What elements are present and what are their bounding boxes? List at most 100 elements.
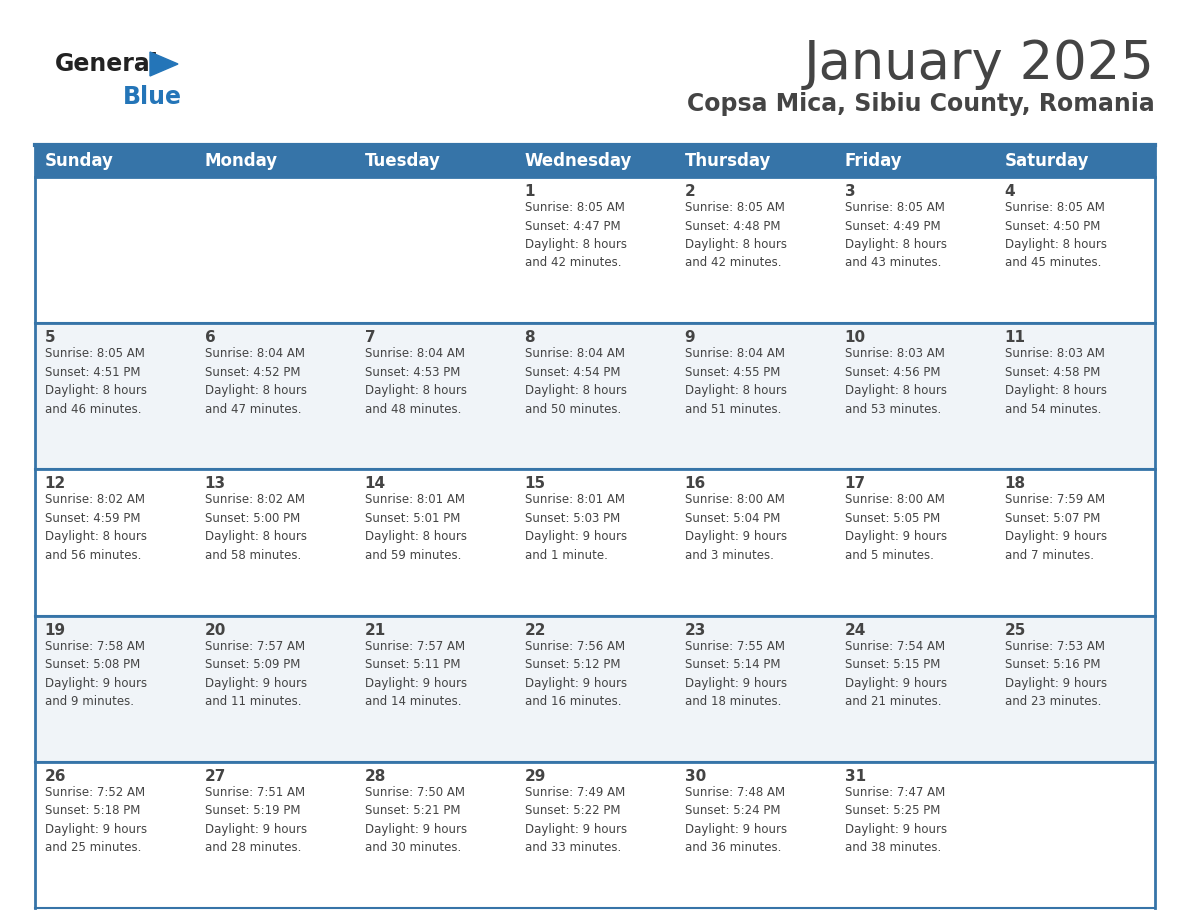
Bar	[675, 323, 835, 469]
Bar	[516, 323, 675, 469]
Bar	[195, 145, 355, 177]
Text: Sunrise: 7:49 AM
Sunset: 5:22 PM
Daylight: 9 hours
and 33 minutes.: Sunrise: 7:49 AM Sunset: 5:22 PM Dayligh…	[525, 786, 627, 855]
Bar	[355, 616, 516, 762]
Text: Sunrise: 7:53 AM
Sunset: 5:16 PM
Daylight: 9 hours
and 23 minutes.: Sunrise: 7:53 AM Sunset: 5:16 PM Dayligh…	[1005, 640, 1107, 708]
Bar	[34, 145, 195, 177]
Text: 15: 15	[525, 476, 545, 491]
Text: 23: 23	[684, 622, 706, 638]
Bar	[34, 616, 195, 762]
Text: Sunrise: 8:05 AM
Sunset: 4:50 PM
Daylight: 8 hours
and 45 minutes.: Sunrise: 8:05 AM Sunset: 4:50 PM Dayligh…	[1005, 201, 1106, 270]
Bar	[835, 177, 996, 323]
Text: 28: 28	[365, 768, 386, 784]
Text: 31: 31	[845, 768, 866, 784]
Text: 20: 20	[204, 622, 226, 638]
Text: Sunrise: 8:05 AM
Sunset: 4:49 PM
Daylight: 8 hours
and 43 minutes.: Sunrise: 8:05 AM Sunset: 4:49 PM Dayligh…	[845, 201, 947, 270]
Text: Sunrise: 7:54 AM
Sunset: 5:15 PM
Daylight: 9 hours
and 21 minutes.: Sunrise: 7:54 AM Sunset: 5:15 PM Dayligh…	[845, 640, 947, 708]
Text: Sunrise: 7:56 AM
Sunset: 5:12 PM
Daylight: 9 hours
and 16 minutes.: Sunrise: 7:56 AM Sunset: 5:12 PM Dayligh…	[525, 640, 627, 708]
Text: 4: 4	[1005, 184, 1016, 199]
Text: Sunrise: 7:50 AM
Sunset: 5:21 PM
Daylight: 9 hours
and 30 minutes.: Sunrise: 7:50 AM Sunset: 5:21 PM Dayligh…	[365, 786, 467, 855]
Text: 27: 27	[204, 768, 226, 784]
Text: Sunrise: 8:01 AM
Sunset: 5:03 PM
Daylight: 9 hours
and 1 minute.: Sunrise: 8:01 AM Sunset: 5:03 PM Dayligh…	[525, 493, 627, 562]
Bar	[355, 469, 516, 616]
Text: Sunrise: 7:48 AM
Sunset: 5:24 PM
Daylight: 9 hours
and 36 minutes.: Sunrise: 7:48 AM Sunset: 5:24 PM Dayligh…	[684, 786, 786, 855]
Text: 30: 30	[684, 768, 706, 784]
Bar	[355, 145, 516, 177]
Text: Sunrise: 7:52 AM
Sunset: 5:18 PM
Daylight: 9 hours
and 25 minutes.: Sunrise: 7:52 AM Sunset: 5:18 PM Dayligh…	[45, 786, 147, 855]
Bar	[195, 469, 355, 616]
Text: Sunrise: 8:04 AM
Sunset: 4:54 PM
Daylight: 8 hours
and 50 minutes.: Sunrise: 8:04 AM Sunset: 4:54 PM Dayligh…	[525, 347, 626, 416]
Text: Sunrise: 7:55 AM
Sunset: 5:14 PM
Daylight: 9 hours
and 18 minutes.: Sunrise: 7:55 AM Sunset: 5:14 PM Dayligh…	[684, 640, 786, 708]
Text: 24: 24	[845, 622, 866, 638]
Bar	[34, 177, 195, 323]
Text: Sunrise: 8:00 AM
Sunset: 5:05 PM
Daylight: 9 hours
and 5 minutes.: Sunrise: 8:00 AM Sunset: 5:05 PM Dayligh…	[845, 493, 947, 562]
Text: Sunrise: 8:04 AM
Sunset: 4:53 PM
Daylight: 8 hours
and 48 minutes.: Sunrise: 8:04 AM Sunset: 4:53 PM Dayligh…	[365, 347, 467, 416]
Text: 10: 10	[845, 330, 866, 345]
Text: 8: 8	[525, 330, 536, 345]
Bar	[355, 762, 516, 908]
Text: Sunrise: 8:03 AM
Sunset: 4:56 PM
Daylight: 8 hours
and 53 minutes.: Sunrise: 8:03 AM Sunset: 4:56 PM Dayligh…	[845, 347, 947, 416]
Text: Sunrise: 8:02 AM
Sunset: 5:00 PM
Daylight: 8 hours
and 58 minutes.: Sunrise: 8:02 AM Sunset: 5:00 PM Dayligh…	[204, 493, 307, 562]
Bar	[835, 469, 996, 616]
Text: 13: 13	[204, 476, 226, 491]
Text: Wednesday: Wednesday	[525, 152, 632, 170]
Text: Sunrise: 7:47 AM
Sunset: 5:25 PM
Daylight: 9 hours
and 38 minutes.: Sunrise: 7:47 AM Sunset: 5:25 PM Dayligh…	[845, 786, 947, 855]
Bar	[835, 762, 996, 908]
Text: 19: 19	[45, 622, 65, 638]
Text: Friday: Friday	[845, 152, 902, 170]
Bar	[195, 616, 355, 762]
Text: Sunday: Sunday	[45, 152, 114, 170]
Text: Sunrise: 8:01 AM
Sunset: 5:01 PM
Daylight: 8 hours
and 59 minutes.: Sunrise: 8:01 AM Sunset: 5:01 PM Dayligh…	[365, 493, 467, 562]
Text: 9: 9	[684, 330, 695, 345]
Text: 12: 12	[45, 476, 65, 491]
Bar	[34, 762, 195, 908]
Text: Sunrise: 7:57 AM
Sunset: 5:11 PM
Daylight: 9 hours
and 14 minutes.: Sunrise: 7:57 AM Sunset: 5:11 PM Dayligh…	[365, 640, 467, 708]
Text: 16: 16	[684, 476, 706, 491]
Text: Sunrise: 8:05 AM
Sunset: 4:47 PM
Daylight: 8 hours
and 42 minutes.: Sunrise: 8:05 AM Sunset: 4:47 PM Dayligh…	[525, 201, 626, 270]
Bar	[675, 616, 835, 762]
Polygon shape	[150, 52, 178, 76]
Bar	[195, 177, 355, 323]
Bar	[675, 469, 835, 616]
Text: Sunrise: 8:00 AM
Sunset: 5:04 PM
Daylight: 9 hours
and 3 minutes.: Sunrise: 8:00 AM Sunset: 5:04 PM Dayligh…	[684, 493, 786, 562]
Text: 25: 25	[1005, 622, 1026, 638]
Text: Sunrise: 8:02 AM
Sunset: 4:59 PM
Daylight: 8 hours
and 56 minutes.: Sunrise: 8:02 AM Sunset: 4:59 PM Dayligh…	[45, 493, 146, 562]
Bar	[355, 177, 516, 323]
Text: 6: 6	[204, 330, 215, 345]
Bar	[996, 323, 1155, 469]
Bar	[195, 762, 355, 908]
Text: Sunrise: 7:58 AM
Sunset: 5:08 PM
Daylight: 9 hours
and 9 minutes.: Sunrise: 7:58 AM Sunset: 5:08 PM Dayligh…	[45, 640, 147, 708]
Bar	[516, 177, 675, 323]
Text: 2: 2	[684, 184, 695, 199]
Bar	[835, 145, 996, 177]
Bar	[195, 323, 355, 469]
Bar	[996, 469, 1155, 616]
Text: 22: 22	[525, 622, 546, 638]
Bar	[675, 177, 835, 323]
Text: 11: 11	[1005, 330, 1025, 345]
Bar	[516, 616, 675, 762]
Text: 29: 29	[525, 768, 546, 784]
Text: 18: 18	[1005, 476, 1025, 491]
Text: 3: 3	[845, 184, 855, 199]
Bar	[835, 323, 996, 469]
Text: Sunrise: 7:51 AM
Sunset: 5:19 PM
Daylight: 9 hours
and 28 minutes.: Sunrise: 7:51 AM Sunset: 5:19 PM Dayligh…	[204, 786, 307, 855]
Text: Blue: Blue	[124, 85, 182, 109]
Bar	[996, 616, 1155, 762]
Text: General: General	[55, 52, 159, 76]
Text: Sunrise: 8:04 AM
Sunset: 4:52 PM
Daylight: 8 hours
and 47 minutes.: Sunrise: 8:04 AM Sunset: 4:52 PM Dayligh…	[204, 347, 307, 416]
Bar	[516, 145, 675, 177]
Text: January 2025: January 2025	[804, 38, 1155, 90]
Text: Saturday: Saturday	[1005, 152, 1089, 170]
Bar	[675, 145, 835, 177]
Text: 1: 1	[525, 184, 535, 199]
Text: Sunrise: 8:03 AM
Sunset: 4:58 PM
Daylight: 8 hours
and 54 minutes.: Sunrise: 8:03 AM Sunset: 4:58 PM Dayligh…	[1005, 347, 1106, 416]
Text: Thursday: Thursday	[684, 152, 771, 170]
Bar	[34, 323, 195, 469]
Bar	[996, 145, 1155, 177]
Text: 21: 21	[365, 622, 386, 638]
Text: 14: 14	[365, 476, 386, 491]
Bar	[34, 469, 195, 616]
Bar	[996, 762, 1155, 908]
Bar	[996, 177, 1155, 323]
Text: 7: 7	[365, 330, 375, 345]
